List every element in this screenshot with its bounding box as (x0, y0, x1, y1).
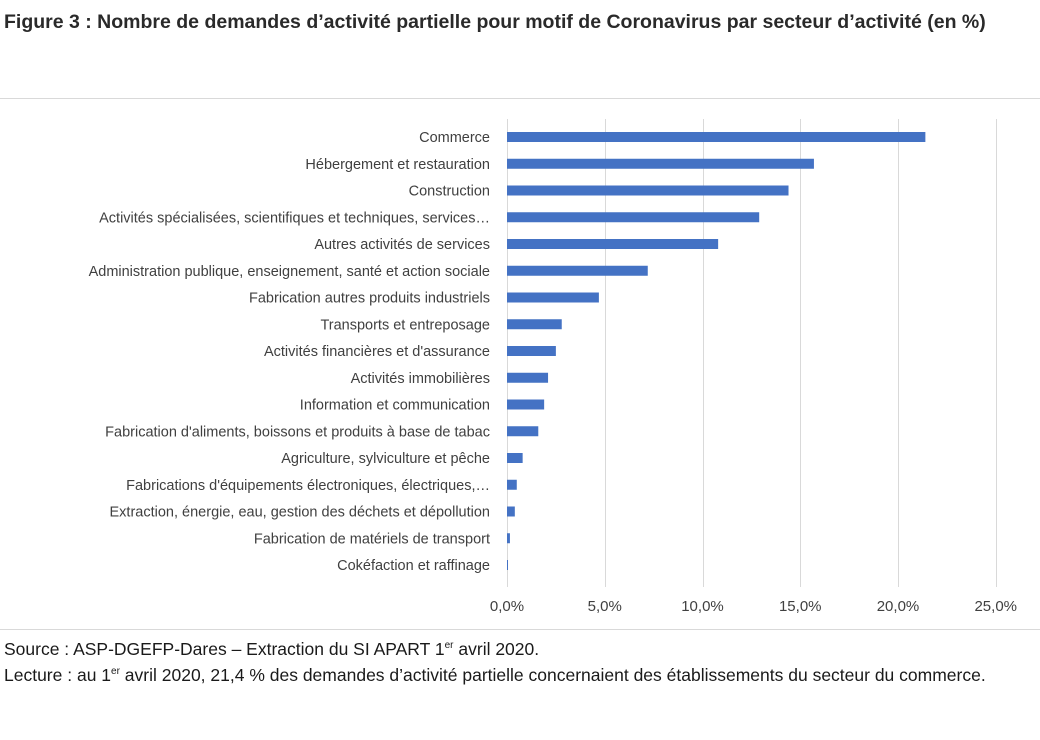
chart-area: Commerce Hébergement et restauration Const… (0, 98, 1040, 630)
category-label: Information et communication (300, 398, 490, 414)
x-tick-label: 5,0% (588, 598, 622, 615)
category-label: Administration publique, enseignement, s… (89, 264, 490, 280)
category-label: Transports et entreposage (320, 317, 490, 333)
bar (507, 292, 599, 303)
bar (507, 319, 562, 330)
bar (507, 479, 517, 490)
category-label: Activités immobilières (351, 371, 490, 387)
category-label: Hébergement et restauration (305, 157, 490, 173)
bar (507, 533, 510, 544)
bar (507, 372, 549, 383)
bar (507, 399, 545, 410)
category-label: Extraction, énergie, eau, gestion des dé… (110, 505, 490, 521)
bar (507, 453, 523, 463)
bar (507, 185, 789, 196)
category-label: Construction (409, 184, 490, 200)
category-label: Fabrications d'équipements électroniques… (126, 478, 490, 494)
x-tick-label: 20,0% (877, 598, 920, 615)
bar (507, 265, 648, 276)
category-label: Fabrication de matériels de transport (254, 531, 490, 547)
bar (507, 426, 539, 437)
category-label: Cokéfaction et raffinage (337, 558, 490, 574)
category-label: Commerce (419, 130, 490, 146)
bar-chart: Commerce Hébergement et restauration Const… (89, 119, 1017, 615)
bar (507, 132, 926, 142)
category-label: Fabrication d'aliments, boissons et prod… (105, 424, 490, 440)
bar (507, 212, 760, 223)
bar (507, 239, 719, 249)
category-label: Fabrication autres produits industriels (249, 291, 490, 307)
category-label: Agriculture, sylviculture et pêche (281, 451, 490, 467)
category-label: Activités financières et d'assurance (264, 344, 490, 360)
category-label: Autres activités de services (314, 237, 490, 253)
x-tick-label: 10,0% (681, 598, 724, 615)
figure-title: Figure 3 : Nombre de demandes d’activité… (4, 11, 986, 33)
x-tick-label: 15,0% (779, 598, 822, 615)
x-tick-label: 25,0% (974, 598, 1017, 615)
figure-notes: Source : ASP-DGEFP-Dares – Extraction du… (4, 636, 1040, 688)
category-label: Activités spécialisées, scientifiques et… (99, 210, 490, 226)
bar (507, 560, 508, 570)
x-tick-label: 0,0% (490, 598, 524, 615)
bar (507, 506, 515, 517)
source-note: Source : ASP-DGEFP-Dares – Extraction du… (4, 639, 540, 659)
bar (507, 158, 814, 169)
bar (507, 346, 556, 356)
lecture-note: Lecture : au 1er avril 2020, 21,4 % des … (4, 665, 986, 685)
